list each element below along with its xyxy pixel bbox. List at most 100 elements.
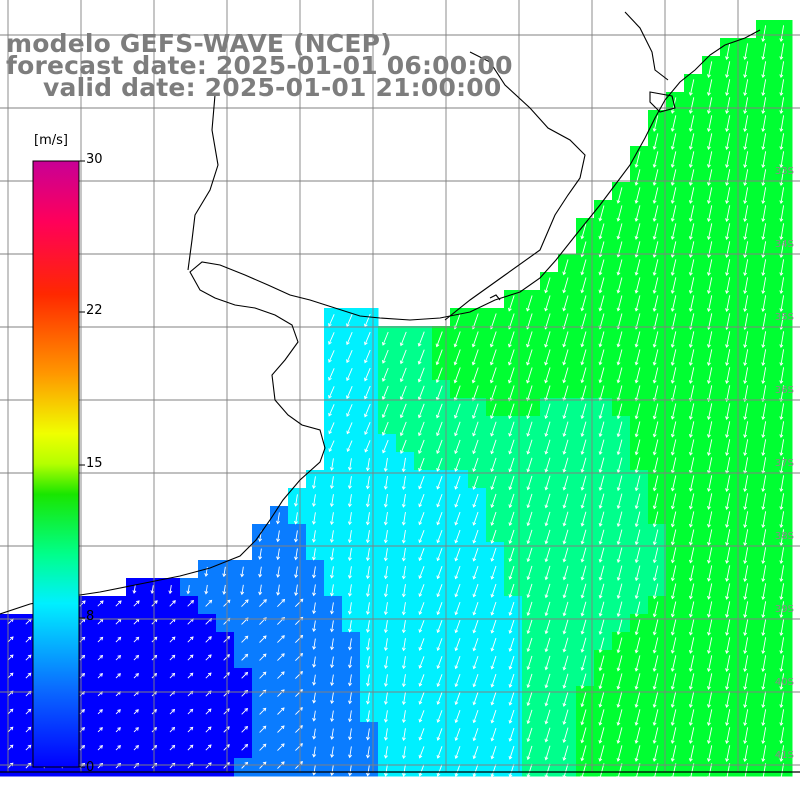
wind-arrowhead bbox=[544, 397, 549, 402]
wind-arrow bbox=[617, 205, 623, 222]
wind-arrowhead bbox=[381, 341, 386, 346]
wind-arrow bbox=[328, 368, 335, 381]
wind-arrow bbox=[708, 403, 713, 420]
wind-arrow bbox=[473, 511, 479, 526]
wind-arrowhead bbox=[634, 200, 639, 204]
wind-arrowhead bbox=[399, 414, 404, 419]
wind-arrowhead bbox=[616, 361, 621, 366]
wind-arrowhead bbox=[598, 433, 603, 438]
wind-arrowhead bbox=[454, 503, 459, 508]
wind-arrowhead bbox=[453, 343, 458, 348]
wind-arrow bbox=[346, 350, 353, 363]
wind-arrowhead bbox=[743, 524, 748, 529]
wind-arrowhead bbox=[707, 380, 711, 384]
wind-arrow bbox=[599, 295, 605, 311]
wind-arrowhead bbox=[634, 505, 639, 510]
wind-arrowhead bbox=[598, 253, 603, 258]
wind-arrow bbox=[385, 493, 388, 507]
wind-arrow bbox=[364, 313, 371, 327]
wind-arrowhead bbox=[508, 522, 513, 527]
wind-arrowhead bbox=[652, 415, 657, 420]
wind-arrow bbox=[472, 313, 479, 329]
wind-arrow bbox=[563, 349, 569, 365]
wind-arrowhead bbox=[743, 182, 748, 187]
wind-arrowhead bbox=[311, 503, 316, 507]
wind-arrowhead bbox=[616, 217, 621, 222]
wind-arrow bbox=[563, 331, 569, 347]
wind-arrow bbox=[581, 331, 587, 347]
wind-arrowhead bbox=[562, 415, 567, 420]
wind-arrowhead bbox=[761, 254, 766, 259]
wind-arrows bbox=[7, 25, 785, 781]
wind-arrow bbox=[689, 151, 695, 168]
wind-arrow bbox=[599, 493, 605, 509]
wind-arrowhead bbox=[634, 415, 639, 420]
wind-arrow bbox=[744, 385, 749, 402]
wind-arrowhead bbox=[670, 272, 675, 276]
wind-arrowhead bbox=[417, 378, 422, 383]
wind-arrowhead bbox=[652, 272, 657, 276]
wind-arrowhead bbox=[779, 128, 784, 133]
wind-arrowhead bbox=[365, 503, 370, 508]
wind-arrow bbox=[382, 421, 389, 436]
wind-arrowhead bbox=[743, 110, 748, 115]
wind-arrow bbox=[544, 313, 551, 329]
wind-arrowhead bbox=[490, 486, 495, 491]
wind-arrowhead bbox=[670, 128, 675, 132]
wind-arrow bbox=[726, 241, 731, 258]
wind-arrow bbox=[545, 277, 551, 293]
wind-arrowhead bbox=[670, 236, 675, 240]
wind-arrow bbox=[726, 187, 731, 204]
wind-arrow bbox=[617, 475, 623, 491]
wind-arrowhead bbox=[526, 468, 531, 473]
wind-arrow bbox=[472, 349, 479, 365]
wind-arrow bbox=[708, 277, 713, 294]
wind-arrowhead bbox=[418, 450, 422, 454]
wind-arrow bbox=[491, 457, 497, 472]
wind-arrowhead bbox=[580, 451, 585, 455]
wind-arrow bbox=[726, 133, 731, 150]
wind-arrow bbox=[762, 25, 767, 42]
wind-arrowhead bbox=[347, 485, 352, 490]
wind-arrow bbox=[563, 367, 569, 383]
wind-arrow bbox=[689, 241, 695, 258]
wind-arrowhead bbox=[507, 379, 512, 384]
wind-arrowhead bbox=[688, 92, 693, 96]
wind-arrowhead bbox=[417, 342, 422, 347]
wind-arrow bbox=[780, 61, 785, 78]
wind-arrowhead bbox=[652, 379, 657, 384]
wind-arrowhead bbox=[634, 451, 639, 456]
wind-arrow bbox=[689, 115, 695, 132]
wind-arrowhead bbox=[598, 505, 603, 509]
wind-arrowhead bbox=[725, 272, 729, 276]
wind-arrowhead bbox=[471, 361, 476, 366]
wind-arrow bbox=[313, 494, 316, 507]
colorbar-gradient bbox=[32, 160, 80, 768]
wind-arrowhead bbox=[526, 343, 530, 348]
wind-arrowhead bbox=[526, 486, 531, 491]
wind-arrowhead bbox=[489, 361, 494, 366]
wind-arrowhead bbox=[670, 254, 675, 258]
wind-arrowhead bbox=[652, 308, 657, 312]
wind-arrowhead bbox=[688, 308, 693, 312]
wind-arrow bbox=[762, 61, 767, 78]
wind-arrow bbox=[653, 313, 659, 330]
wind-arrowhead bbox=[707, 92, 711, 96]
wind-arrow bbox=[277, 512, 280, 524]
wind-arrowhead bbox=[417, 360, 422, 365]
wind-arrowhead bbox=[761, 146, 766, 151]
wind-arrow bbox=[526, 313, 533, 329]
wind-arrow bbox=[726, 151, 731, 168]
wind-arrow bbox=[472, 331, 479, 347]
wind-arrowhead bbox=[383, 468, 388, 472]
wind-arrowhead bbox=[508, 468, 513, 473]
wind-arrow bbox=[402, 511, 406, 525]
wind-arrowhead bbox=[652, 361, 657, 366]
wind-arrowhead bbox=[670, 451, 675, 456]
wind-arrow bbox=[726, 403, 731, 420]
wind-arrow bbox=[653, 133, 659, 150]
wind-arrowhead bbox=[652, 164, 657, 168]
wind-arrow bbox=[402, 475, 406, 490]
wind-arrow bbox=[744, 187, 749, 204]
wind-arrow bbox=[526, 349, 533, 365]
